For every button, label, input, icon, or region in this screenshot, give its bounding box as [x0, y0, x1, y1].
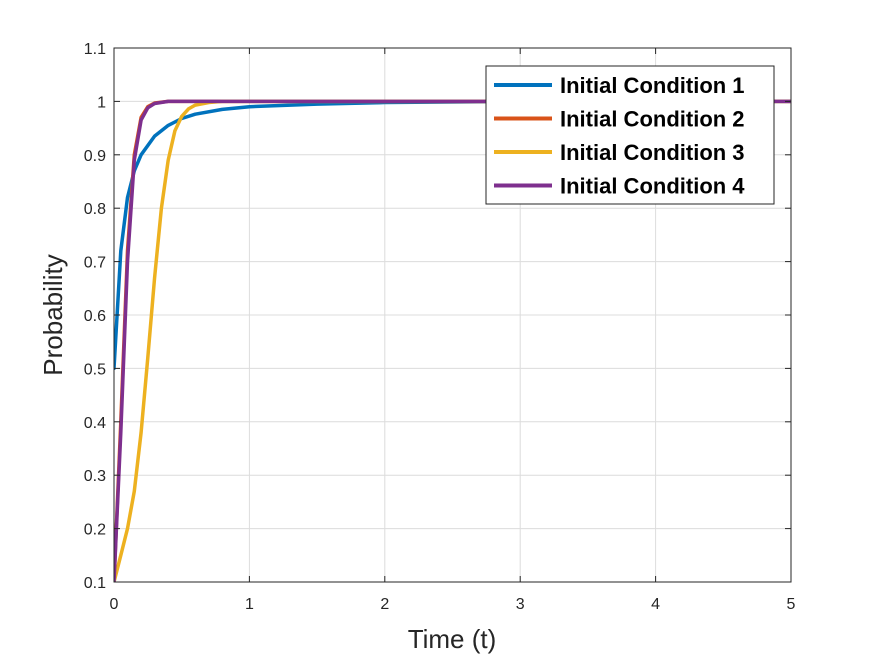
- y-tick-label: 0.5: [84, 361, 106, 378]
- y-tick-label: 0.7: [84, 255, 106, 272]
- x-axis-label: Time (t): [408, 624, 497, 654]
- x-tick-label: 1: [245, 596, 254, 613]
- series-line-4: [114, 99, 791, 582]
- legend-label: Initial Condition 4: [560, 174, 745, 199]
- x-tick-label: 3: [516, 596, 525, 613]
- x-tick-label: 4: [651, 596, 660, 613]
- legend-box: [485, 65, 775, 205]
- y-tick-label: 0.8: [84, 201, 106, 218]
- x-tick-label: 2: [380, 596, 389, 613]
- y-tick-label: 0.6: [84, 308, 106, 325]
- y-tick-label: 0.3: [84, 468, 106, 485]
- y-tick-label: 1.1: [84, 41, 106, 58]
- legend-label: Initial Condition 1: [560, 73, 745, 98]
- y-tick-label: 0.9: [84, 148, 106, 165]
- legend-label: Initial Condition 3: [560, 140, 745, 165]
- y-tick-label: 0.1: [84, 575, 106, 592]
- y-tick-label: 0.4: [84, 415, 106, 432]
- ticks: 0 1 2 3 4 5 0.1 0.2 0.3 0.4 0.5 0.6 0.7 0.8 0.9 1 1.1: [84, 41, 796, 613]
- y-tick-label: 0.2: [84, 522, 106, 539]
- x-tick-label: 5: [787, 596, 796, 613]
- x-tick-label: 0: [110, 596, 119, 613]
- legend: Initial Condition 1 Initial Condition 2 In…: [485, 65, 775, 205]
- y-axis-label: Probability: [38, 254, 68, 375]
- y-tick-label: 1: [97, 94, 106, 111]
- series-lines: [114, 99, 791, 582]
- legend-label: Initial Condition 2: [560, 107, 745, 132]
